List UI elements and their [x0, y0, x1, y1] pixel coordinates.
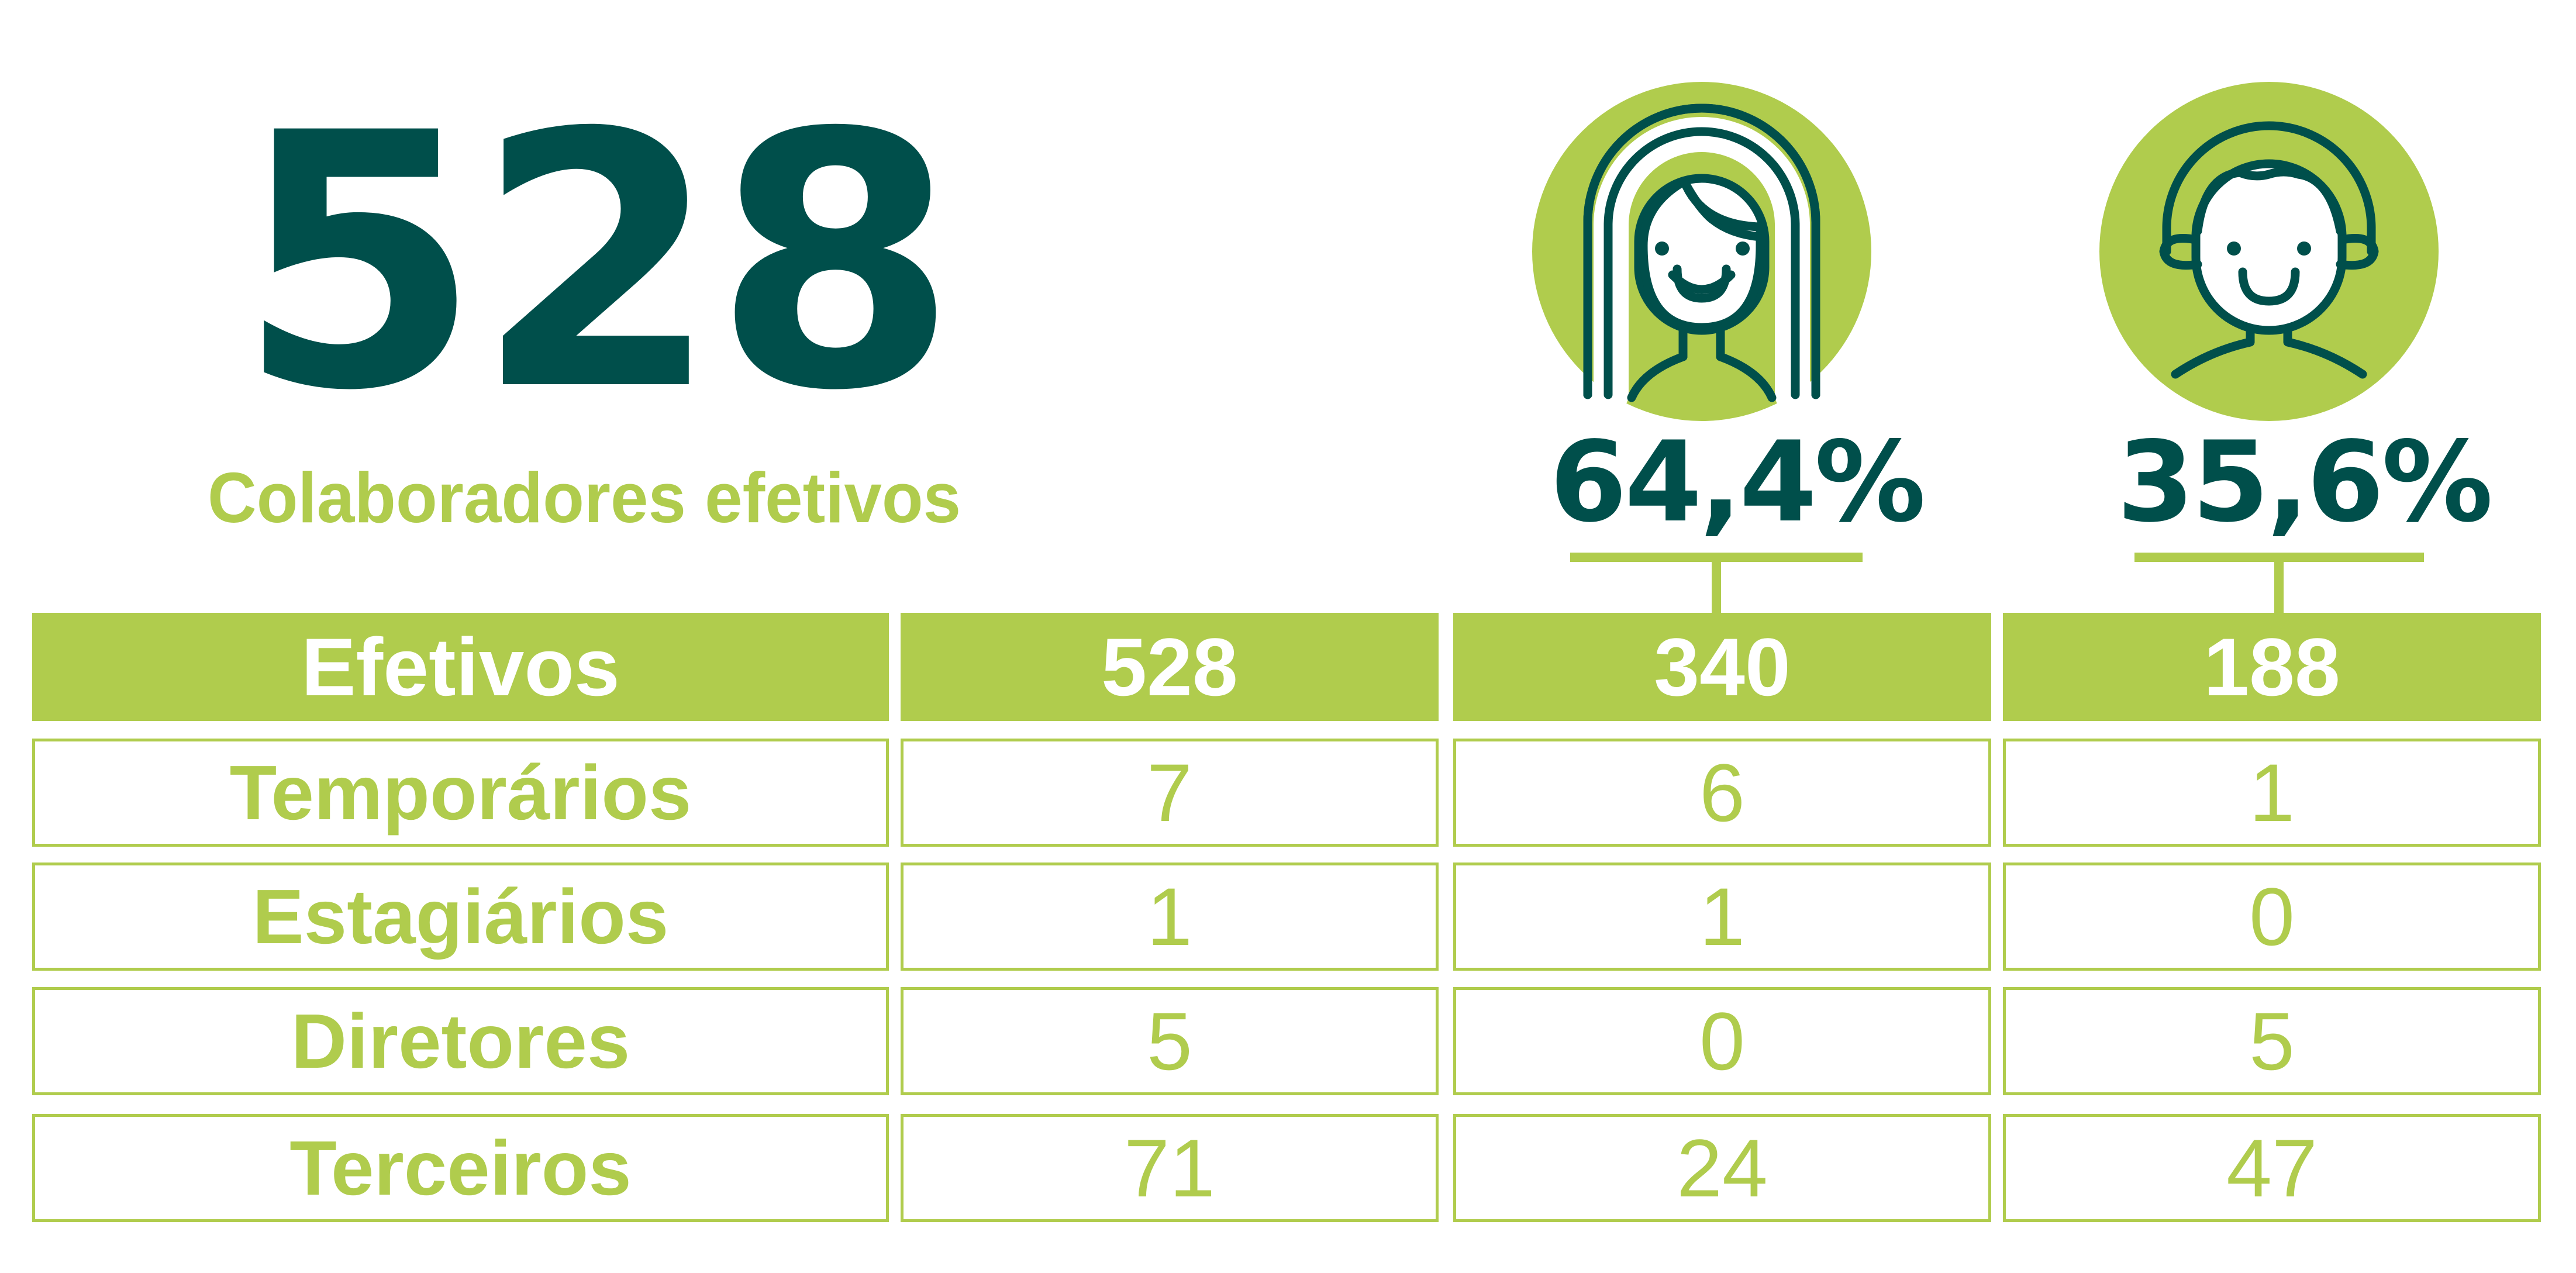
row-label-efetivos: Efetivos: [32, 613, 889, 721]
diretores-total-cell: 5: [901, 987, 1439, 1095]
row-label-diretores: Diretores: [32, 987, 889, 1095]
women-bracket-stem: [1712, 553, 1721, 614]
men-percentage: 35,6%: [2117, 418, 2493, 547]
estagiarios-men-cell: 0: [2003, 863, 2541, 971]
woman-face-icon: [1526, 76, 1877, 427]
row-label-estagiarios: Estagiários: [32, 863, 889, 971]
temporarios-men-cell: 1: [2003, 739, 2541, 847]
diretores-women-cell: 0: [1453, 987, 1991, 1095]
efetivos-total-cell: 528: [901, 613, 1439, 721]
women-percentage: 64,4%: [1550, 418, 1926, 547]
estagiarios-women-cell: 1: [1453, 863, 1991, 971]
efetivos-men-cell: 188: [2003, 613, 2541, 721]
row-label-temporarios: Temporários: [32, 739, 889, 847]
total-employees-caption: Colaboradores efetivos: [208, 458, 961, 537]
diretores-men-cell: 5: [2003, 987, 2541, 1095]
estagiarios-total-cell: 1: [901, 863, 1439, 971]
total-employees-number: 528: [237, 58, 957, 467]
terceiros-men-cell: 47: [2003, 1114, 2541, 1222]
temporarios-total-cell: 7: [901, 739, 1439, 847]
man-face-icon: [2094, 76, 2444, 427]
men-bracket-stem: [2274, 553, 2284, 614]
terceiros-women-cell: 24: [1453, 1114, 1991, 1222]
efetivos-women-cell: 340: [1453, 613, 1991, 721]
temporarios-women-cell: 6: [1453, 739, 1991, 847]
terceiros-total-cell: 71: [901, 1114, 1439, 1222]
row-label-terceiros: Terceiros: [32, 1114, 889, 1222]
